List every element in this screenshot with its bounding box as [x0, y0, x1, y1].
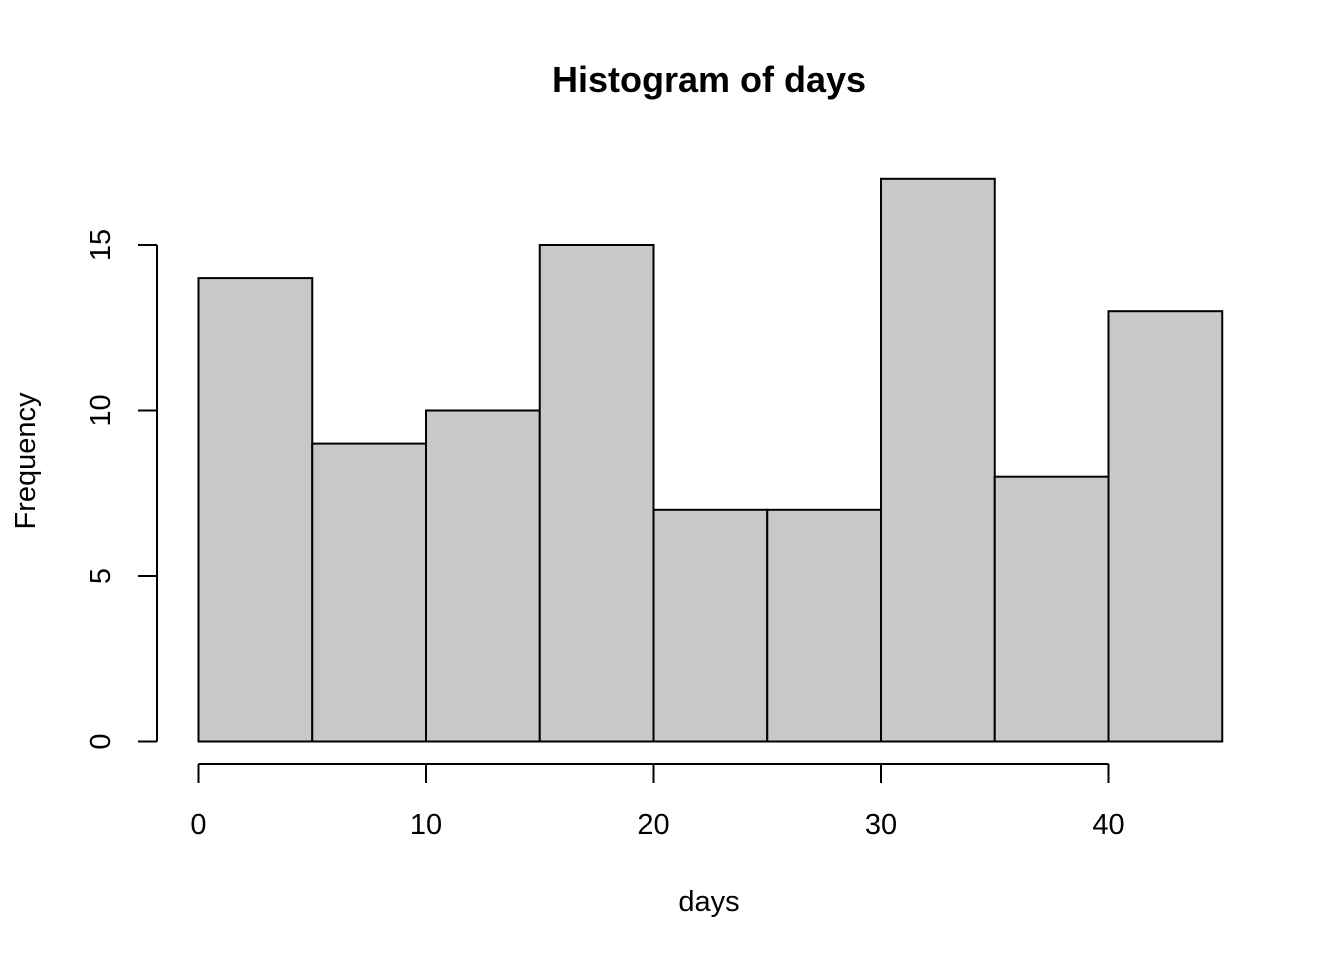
y-axis-label: Frequency [10, 392, 42, 530]
histogram-bar [880, 177, 996, 743]
x-tick-label: 40 [1092, 809, 1124, 841]
x-tick-label: 10 [410, 809, 442, 841]
y-tick-label: 5 [85, 568, 117, 584]
histogram-bar [197, 277, 314, 743]
y-axis: 0 5 10 15 [85, 229, 158, 750]
x-tick-label: 0 [190, 809, 206, 841]
chart-title: Histogram of days [552, 59, 866, 100]
x-axis: 0 10 20 30 40 [190, 763, 1125, 841]
bars-layer [197, 177, 1224, 743]
histogram-bar [652, 508, 769, 743]
y-tick-label: 10 [85, 394, 117, 426]
histogram-bar [993, 475, 1110, 743]
histogram-bar [538, 244, 655, 743]
x-tick-label: 20 [637, 809, 669, 841]
y-tick-label: 0 [85, 733, 117, 749]
x-tick-label: 30 [865, 809, 897, 841]
histogram-bar [425, 409, 541, 743]
histogram-bar [766, 508, 882, 743]
histogram-bar [311, 442, 427, 743]
histogram-bar [1107, 310, 1224, 743]
y-tick-label: 15 [85, 229, 117, 261]
x-axis-label: days [678, 886, 739, 918]
